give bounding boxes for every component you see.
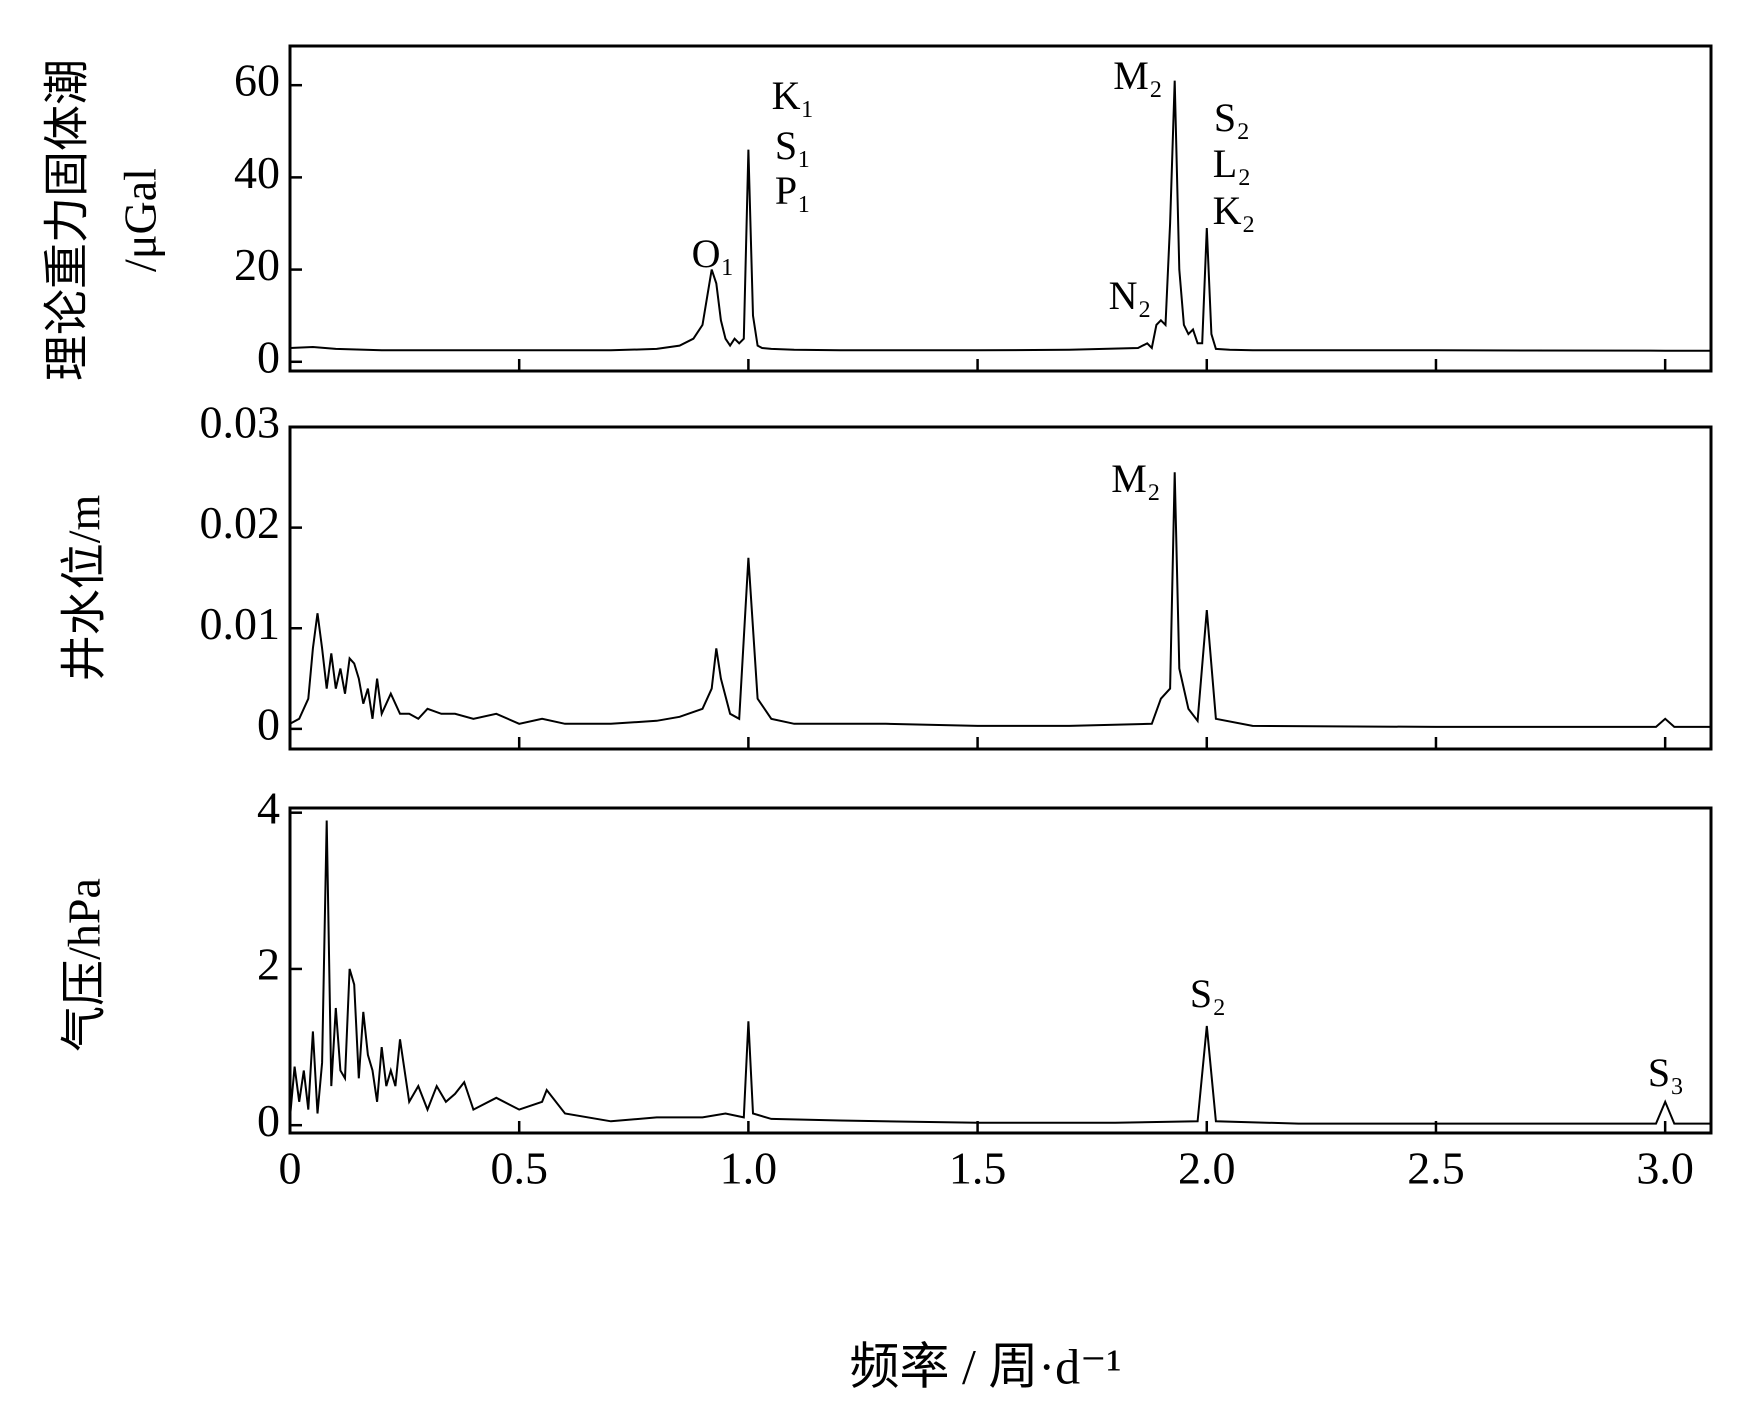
y-axis-label: /μGal [115,168,166,272]
y-tick-label: 0 [257,331,280,382]
peak-annotation: S₃ [1648,1050,1684,1095]
y-tick-label: 0.03 [200,397,281,448]
peak-annotation: S₁ [775,123,811,168]
x-tick-label: 2.0 [1178,1143,1236,1194]
y-tick-label: 0 [257,1095,280,1146]
y-tick-label: 60 [234,55,280,106]
plot-frame [288,806,1713,1135]
peak-annotation: O₁ [692,231,735,276]
y-tick-label: 40 [234,147,280,198]
peak-annotation: P₁ [775,168,811,213]
x-tick-label: 3.0 [1636,1143,1694,1194]
y-axis-label: 井水位/m [59,495,110,682]
y-axis-label: 气压/hPa [59,878,110,1052]
y-tick-label: 0.01 [200,598,281,649]
x-axis-label: 频率 / 周·d⁻¹ [850,1338,1122,1394]
peak-annotation: N₂ [1109,273,1152,318]
y-tick-label: 20 [234,239,280,290]
y-tick-label: 0.02 [200,497,281,548]
y-tick-label: 0 [257,698,280,749]
plot-frame [288,44,1713,373]
plot-frame [288,425,1713,751]
peak-annotation: M₂ [1113,53,1163,98]
data-line [289,472,1711,728]
peak-annotation: K₂ [1213,188,1256,233]
x-tick-label: 2.5 [1407,1143,1465,1194]
peak-annotation: L₂ [1213,141,1251,186]
x-tick-label: 1.5 [949,1143,1007,1194]
x-tick-label: 1.0 [720,1143,778,1194]
y-tick-label: 4 [257,782,280,833]
y-axis-label: 理论重力固体潮 [42,59,93,381]
peak-annotation: M₂ [1111,456,1161,501]
peak-annotation: S₂ [1214,95,1250,140]
x-tick-label: 0 [279,1143,302,1194]
y-tick-label: 2 [257,939,280,990]
peak-annotation: K₁ [772,73,815,118]
peak-annotation: S₂ [1190,971,1226,1016]
data-line [289,820,1711,1125]
data-line [289,80,1711,352]
x-tick-label: 0.5 [490,1143,548,1194]
